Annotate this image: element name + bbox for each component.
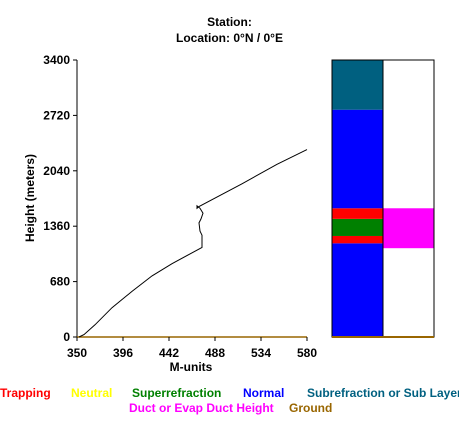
x-tick-label: 580 bbox=[297, 346, 317, 360]
layer-segment bbox=[332, 235, 383, 244]
x-tick-label: 350 bbox=[67, 346, 87, 360]
x-tick-label: 396 bbox=[113, 346, 133, 360]
y-axis-ticks: 0 680 1360 2040 2720 3400 bbox=[43, 53, 77, 344]
y-tick-label: 1360 bbox=[43, 219, 70, 233]
legend-trapping: Trapping bbox=[0, 386, 51, 400]
legend-duct: Duct or Evap Duct Height bbox=[129, 401, 274, 415]
layer-bar bbox=[331, 59, 435, 338]
y-tick-label: 2040 bbox=[43, 164, 70, 178]
legend-neutral: Neutral bbox=[71, 386, 113, 400]
duct-segment bbox=[383, 208, 434, 249]
legend-subrefraction: Subrefraction or Sub Layer bbox=[307, 386, 459, 400]
y-tick-label: 3400 bbox=[43, 53, 70, 67]
station-title: Station: bbox=[207, 15, 252, 29]
y-tick-label: 0 bbox=[63, 330, 70, 344]
plot-area bbox=[76, 60, 308, 338]
x-axis-label: M-units bbox=[170, 360, 213, 374]
x-tick-label: 488 bbox=[205, 346, 225, 360]
layer-segment bbox=[332, 218, 383, 236]
layer-segment bbox=[332, 243, 383, 337]
y-axis-label: Height (meters) bbox=[23, 154, 37, 242]
legend-superrefraction: Superrefraction bbox=[132, 386, 222, 400]
location-subtitle: Location: 0°N / 0°E bbox=[176, 31, 283, 45]
legend-normal: Normal bbox=[243, 386, 285, 400]
layer-segment bbox=[332, 208, 383, 219]
legend-ground: Ground bbox=[289, 401, 333, 415]
layer-segment bbox=[332, 109, 383, 209]
m-unit-profile-line bbox=[78, 149, 308, 338]
y-tick-label: 2720 bbox=[43, 108, 70, 122]
layer-segment bbox=[332, 60, 383, 110]
x-tick-label: 442 bbox=[159, 346, 179, 360]
x-axis-ticks: 350 396 442 488 534 580 bbox=[67, 337, 317, 360]
y-tick-label: 680 bbox=[50, 275, 70, 289]
x-tick-label: 534 bbox=[251, 346, 271, 360]
